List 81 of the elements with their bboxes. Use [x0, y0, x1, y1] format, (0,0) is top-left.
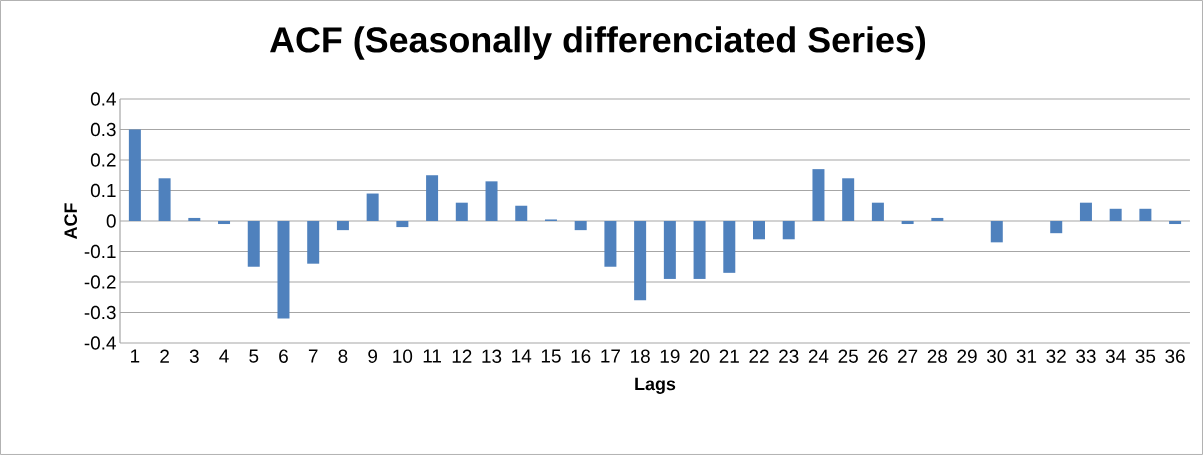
x-tick-label: 32 [1046, 349, 1066, 363]
x-tick-label: 20 [690, 349, 710, 363]
bar [485, 181, 498, 221]
x-axis-title: Lags [635, 377, 676, 394]
x-tick-label: 12 [452, 349, 472, 363]
y-tick-label: 0.1 [90, 183, 116, 198]
x-tick-label: 35 [1135, 349, 1156, 363]
x-tick-label: 8 [338, 349, 348, 363]
y-tick-label: 0.3 [90, 122, 116, 137]
bar [634, 220, 647, 301]
x-tick-label: 9 [368, 349, 377, 363]
bar [1109, 208, 1122, 221]
y-tick-label: 0 [106, 214, 116, 228]
x-tick-label: 6 [279, 349, 288, 363]
x-tick-label: 19 [660, 349, 680, 363]
x-tick-label: 11 [423, 349, 441, 363]
x-tick-label: 27 [898, 349, 918, 363]
bar [366, 193, 379, 221]
bar [426, 175, 439, 221]
x-tick-label: 16 [571, 349, 591, 363]
bar [990, 220, 1003, 243]
bar [753, 220, 766, 240]
y-tick-label: 0.2 [90, 153, 116, 167]
bar [307, 220, 320, 264]
x-tick-label: 23 [779, 349, 799, 363]
x-tick-label: 28 [927, 349, 948, 363]
x-tick-label: 29 [957, 349, 977, 363]
x-tick-label: 15 [541, 349, 561, 363]
bar [1079, 202, 1092, 221]
x-tick-label: 34 [1105, 349, 1126, 363]
x-tick-label: 25 [838, 349, 858, 363]
y-tick-label: -0.3 [84, 305, 116, 320]
bar [782, 220, 795, 240]
x-tick-label: 5 [249, 349, 259, 363]
y-tick-label: -0.2 [84, 275, 116, 289]
x-tick-label: 22 [749, 349, 769, 363]
bar [455, 202, 468, 221]
bar [901, 220, 914, 225]
bar [1169, 220, 1182, 225]
x-tick-label: 24 [808, 349, 829, 363]
x-tick-label: 36 [1165, 349, 1185, 363]
bar [812, 169, 825, 221]
bar [931, 217, 944, 221]
x-tick-label: 33 [1076, 349, 1096, 363]
bar [247, 220, 260, 267]
bar [1050, 220, 1063, 234]
y-tick-label: -0.4 [84, 336, 116, 350]
bar [871, 202, 884, 221]
y-axis-title: ACF [64, 203, 78, 239]
bar [663, 220, 676, 279]
bar [218, 220, 231, 225]
y-tick-label: 0.4 [90, 92, 116, 106]
bar [693, 220, 706, 279]
x-tick-label: 10 [393, 349, 413, 363]
bar [277, 220, 290, 319]
bar [128, 129, 141, 221]
bar [158, 178, 171, 221]
x-tick-label: 13 [482, 349, 502, 363]
x-tick-label: 30 [986, 349, 1007, 363]
x-tick-label: 2 [160, 349, 169, 363]
x-tick-label: 14 [512, 349, 532, 363]
bar [604, 220, 617, 267]
bar [336, 220, 349, 231]
x-tick-label: 26 [868, 349, 888, 363]
y-tick-label: -0.1 [84, 244, 116, 259]
x-tick-label: 3 [189, 349, 199, 363]
bar [723, 220, 736, 273]
x-tick-label: 21 [719, 349, 739, 363]
bar [515, 205, 528, 221]
x-tick-label: 31 [1016, 349, 1037, 363]
x-tick-label: 1 [131, 349, 140, 363]
x-tick-label: 4 [219, 349, 229, 363]
bar [842, 178, 855, 221]
bar [574, 220, 587, 231]
bar [1139, 208, 1152, 221]
bar [188, 217, 201, 221]
x-tick-label: 7 [308, 349, 318, 363]
x-tick-label: 18 [631, 349, 650, 363]
x-tick-label: 17 [601, 349, 620, 363]
bar [396, 220, 409, 228]
chart-title: ACF (Seasonally differenciated Series) [270, 26, 926, 60]
